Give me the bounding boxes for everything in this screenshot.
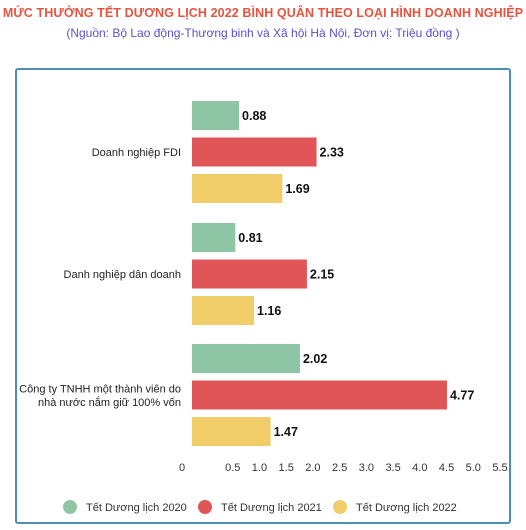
bar-2-2 [192, 259, 307, 289]
data-label: 4.77 [450, 389, 474, 403]
x-tick-label: 1.0 [252, 462, 267, 474]
chart-subtitle: (Nguồn: Bộ Lao động-Thương binh và Xã hộ… [66, 26, 460, 40]
bar-1-3 [192, 344, 300, 373]
chart-frame [15, 68, 511, 524]
chart-title: MỨC THƯỞNG TẾT DƯƠNG LỊCH 2022 BÌNH QUÂN… [2, 6, 524, 20]
bar-2-1 [192, 137, 317, 167]
x-tick-label: 3.0 [359, 462, 374, 474]
legend-label: Tết Dương lịch 2020 [86, 502, 187, 514]
bar-1-2 [192, 223, 236, 252]
bar-1-1 [192, 101, 240, 130]
x-tick-label: 0 [179, 462, 185, 474]
x-tick-label: 5.5 [492, 462, 507, 474]
category-label: nhà nước nắm giữ 100% vốn [38, 396, 181, 409]
data-label: 0.81 [238, 231, 262, 245]
legend-swatch-2 [198, 500, 212, 514]
x-tick-label: 2.5 [332, 462, 347, 474]
x-tick-label: 3.5 [385, 462, 400, 474]
data-label: 2.15 [310, 268, 334, 282]
data-label: 1.69 [285, 182, 309, 196]
category-label: Doanh nghiệp FDI [92, 147, 181, 159]
x-tick-label: 2.0 [305, 462, 320, 474]
x-tick-label: 5.0 [466, 462, 481, 474]
bar-3-2 [192, 296, 255, 325]
legend-label: Tết Dương lịch 2022 [356, 502, 457, 514]
category-label: Danh nghiệp dân doanh [64, 269, 181, 281]
legend-swatch-1 [63, 500, 77, 514]
data-label: 0.88 [242, 109, 266, 123]
legend-swatch-3 [333, 500, 347, 514]
bar-3-1 [192, 174, 283, 203]
x-tick-label: 4.0 [412, 462, 427, 474]
bar-2-3 [192, 380, 447, 410]
legend-label: Tết Dương lịch 2021 [221, 502, 322, 514]
x-tick-label: 1.5 [279, 462, 294, 474]
data-label: 2.02 [303, 352, 327, 366]
x-tick-label: 0.5 [225, 462, 240, 474]
data-label: 2.33 [320, 146, 344, 160]
x-tick-label: 4.5 [439, 462, 454, 474]
data-label: 1.47 [274, 425, 298, 439]
category-label: Công ty TNHH một thành viên do [19, 383, 181, 395]
data-label: 1.16 [257, 304, 281, 318]
bar-3-3 [192, 417, 271, 446]
